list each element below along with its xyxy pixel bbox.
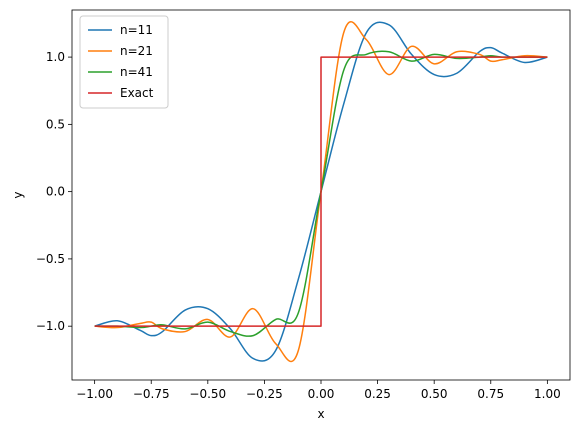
legend: n=11 n=21 n=41 Exact xyxy=(79,15,169,109)
x-tick-label: 0.75 xyxy=(477,387,504,401)
legend-entry: n=41 xyxy=(120,65,153,79)
x-axis-label: x xyxy=(317,407,324,421)
x-tick-label: −0.75 xyxy=(133,387,170,401)
legend-box xyxy=(79,15,169,109)
x-tick-label: −0.25 xyxy=(246,387,283,401)
legend-entry: Exact xyxy=(120,86,154,100)
y-axis-label: y xyxy=(11,191,25,198)
legend-entry: n=11 xyxy=(120,23,153,37)
x-tick-label: 0.00 xyxy=(308,387,335,401)
x-axis: −1.00 −0.75 −0.50 −0.25 0.00 0.25 0.50 0.75 1.00 xyxy=(76,380,561,401)
x-tick-label: 1.00 xyxy=(534,387,561,401)
plot-lines xyxy=(94,21,548,362)
y-tick-label: 1.0 xyxy=(46,50,65,64)
x-tick-label: 0.25 xyxy=(364,387,391,401)
x-tick-label: −1.00 xyxy=(76,387,113,401)
y-axis: −1.0 −0.5 0.0 0.5 1.0 xyxy=(36,50,72,333)
y-tick-label: −1.0 xyxy=(36,319,65,333)
y-tick-label: −0.5 xyxy=(36,252,65,266)
y-tick-label: 0.0 xyxy=(46,185,65,199)
y-tick-label: 0.5 xyxy=(46,117,65,131)
x-tick-label: 0.50 xyxy=(421,387,448,401)
x-tick-label: −0.50 xyxy=(189,387,226,401)
legend-entry: n=21 xyxy=(120,44,153,58)
series-line-4 xyxy=(94,56,548,327)
